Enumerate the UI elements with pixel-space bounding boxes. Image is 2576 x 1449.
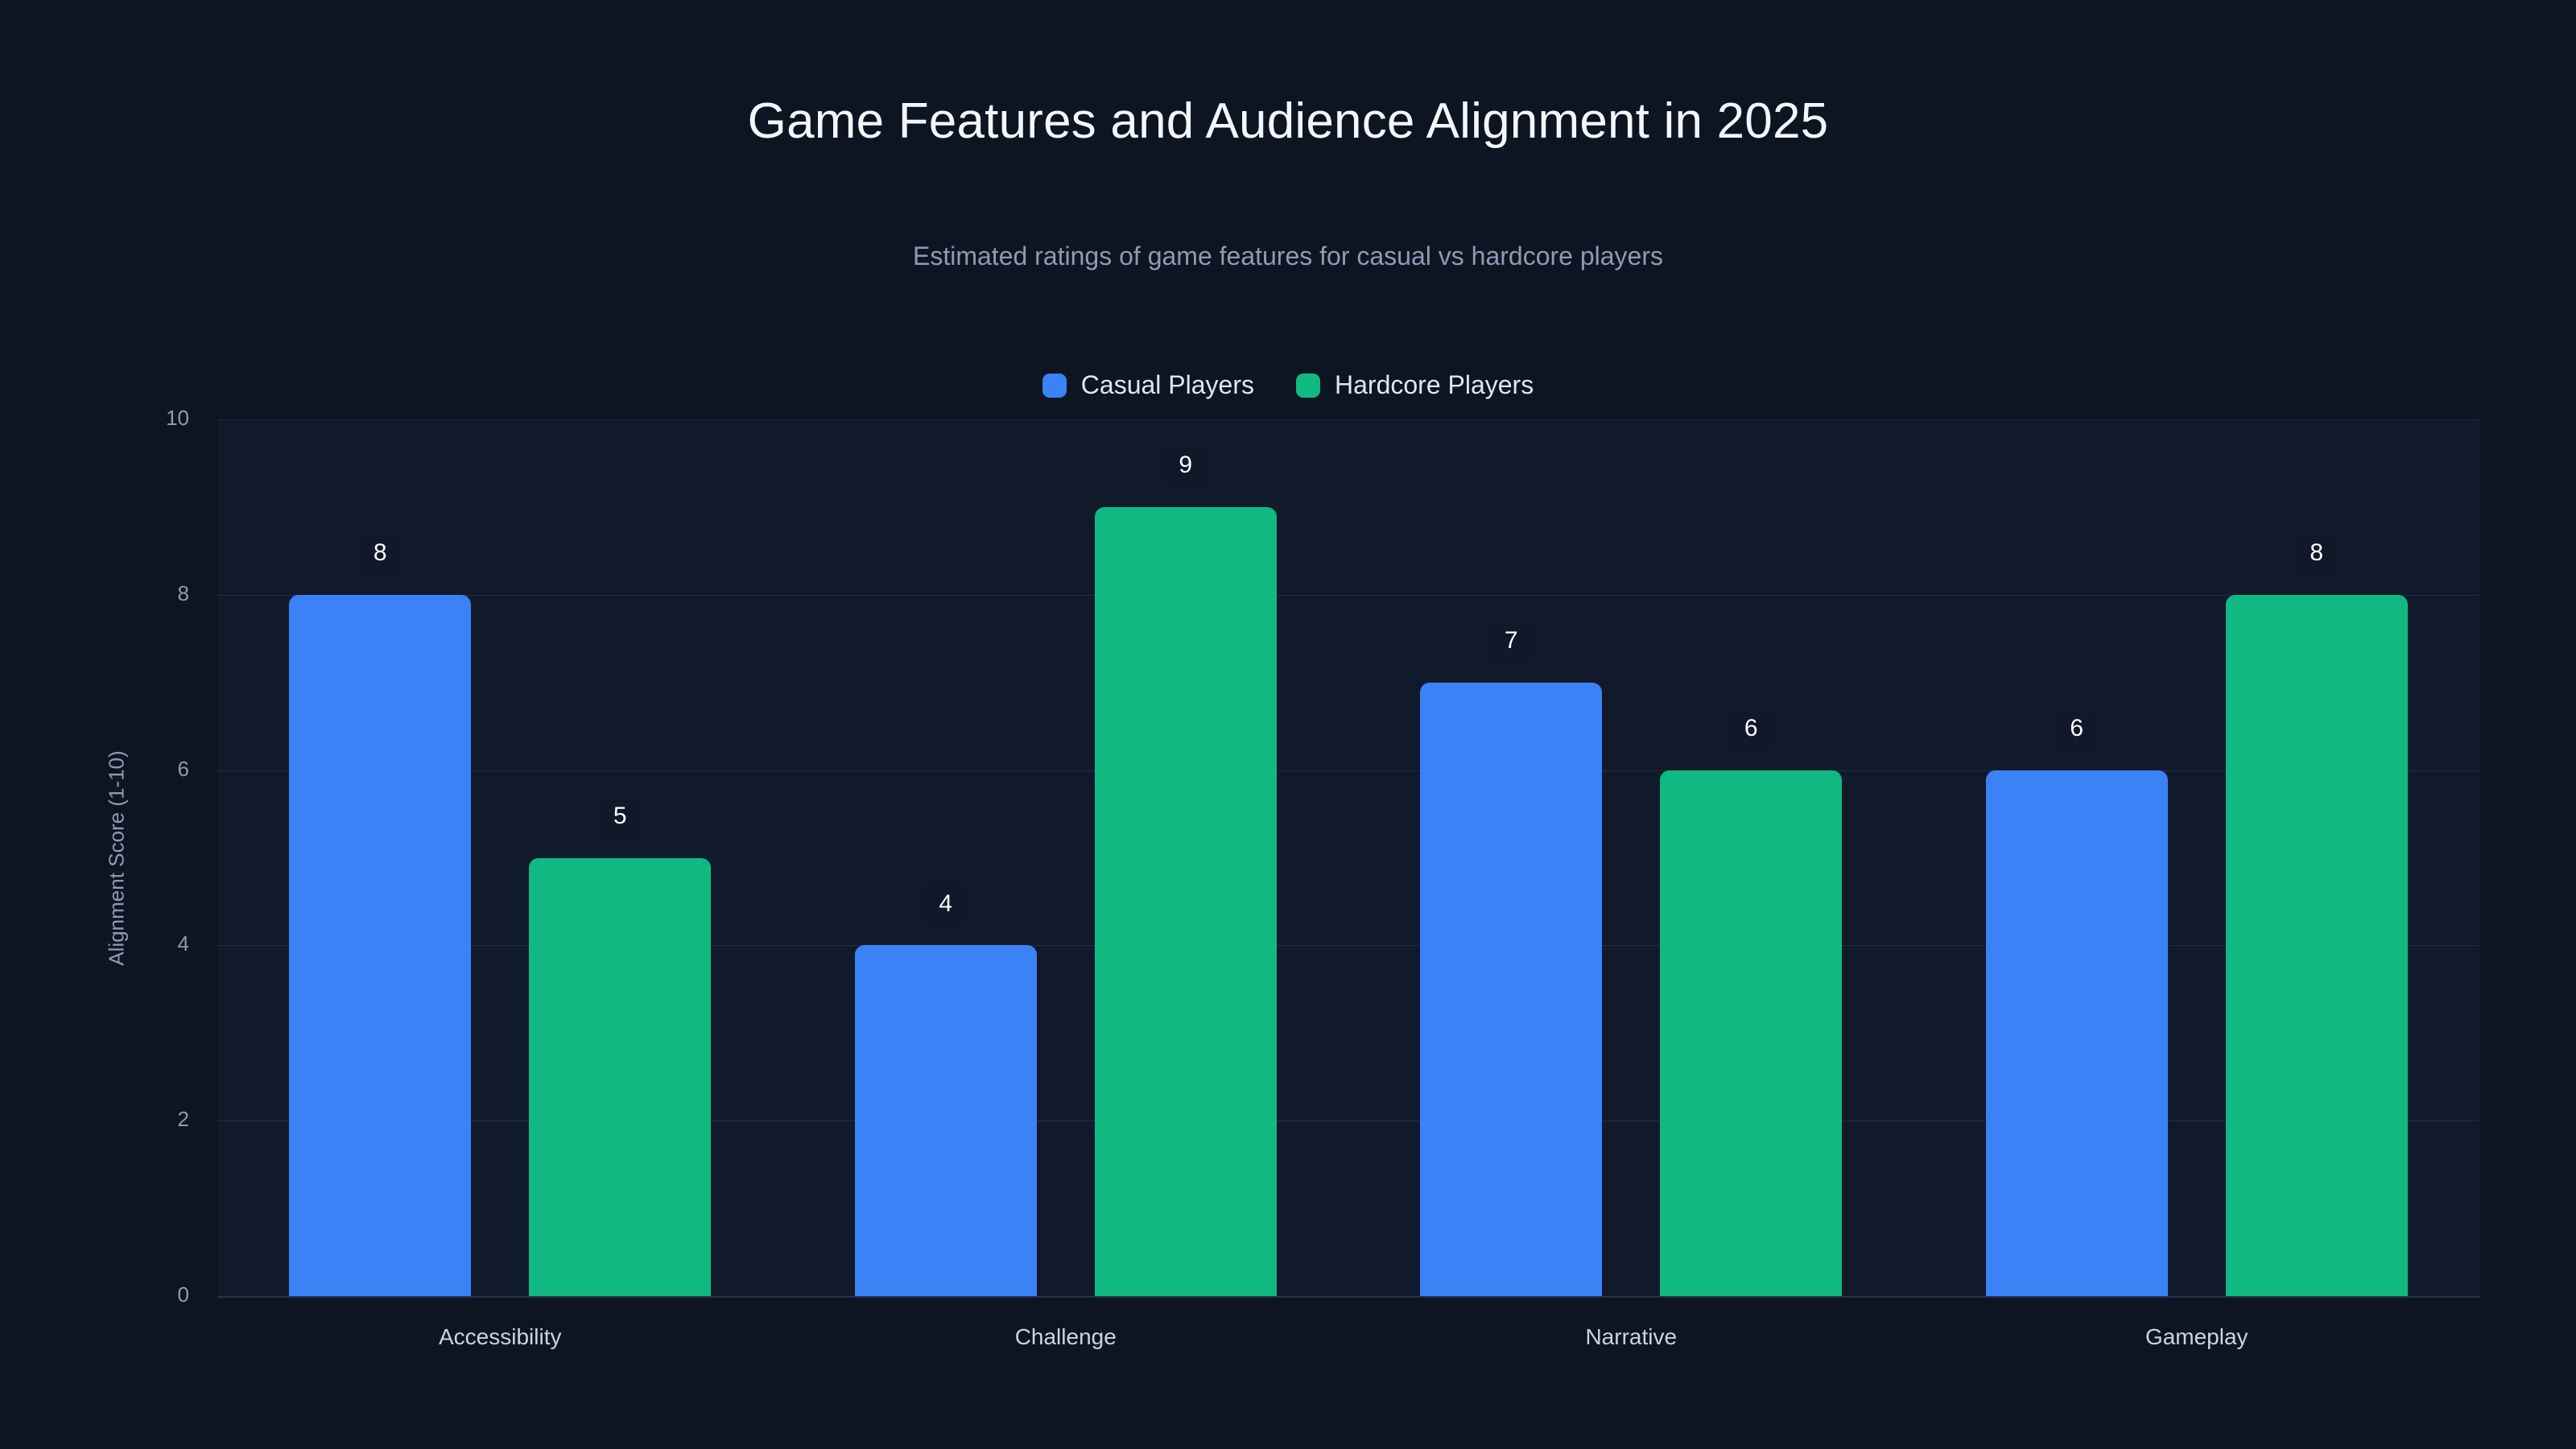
legend-item-casual-players[interactable]: Casual Players	[1042, 370, 1254, 400]
y-tick-label-6: 6	[177, 756, 189, 781]
gridline-y-8	[217, 594, 2479, 596]
value-label-accessibility-hardcore: 5	[595, 793, 646, 840]
gridline-y-4	[217, 945, 2479, 947]
legend-swatch-icon	[1042, 373, 1067, 398]
x-tick-label-narrative: Narrative	[1585, 1324, 1678, 1349]
chart-subtitle: Estimated ratings of game features for c…	[913, 242, 1663, 270]
x-tick-label-gameplay: Gameplay	[2145, 1324, 2248, 1349]
value-label-gameplay-hardcore: 8	[2291, 530, 2342, 576]
bar-narrative-hardcore[interactable]	[1660, 770, 1843, 1296]
y-tick-label-10: 10	[166, 406, 189, 430]
legend-item-hardcore-players[interactable]: Hardcore Players	[1296, 370, 1534, 400]
gridline-y-6	[217, 770, 2479, 771]
value-label-challenge-hardcore: 9	[1160, 442, 1211, 489]
y-tick-label-8: 8	[177, 580, 189, 605]
bar-gameplay-casual[interactable]	[1985, 770, 2168, 1296]
bar-accessibility-hardcore[interactable]	[529, 857, 712, 1296]
x-axis-baseline	[217, 1296, 2479, 1298]
bar-challenge-casual[interactable]	[854, 945, 1037, 1296]
y-axis-title: Alignment Score (1-10)	[104, 749, 129, 966]
x-tick-label-challenge: Challenge	[1014, 1324, 1117, 1349]
chart-title: Game Features and Audience Alignment in …	[747, 93, 1829, 149]
chart-legend: Casual Players Hardcore Players	[0, 370, 2576, 400]
bar-challenge-hardcore[interactable]	[1094, 506, 1277, 1296]
legend-label: Casual Players	[1080, 370, 1254, 399]
legend-swatch-icon	[1296, 373, 1320, 398]
bar-accessibility-casual[interactable]	[289, 594, 472, 1296]
y-tick-label-2: 2	[177, 1107, 189, 1132]
value-label-narrative-casual: 7	[1486, 617, 1537, 664]
y-tick-label-0: 0	[177, 1282, 189, 1307]
bar-gameplay-hardcore[interactable]	[2225, 594, 2408, 1296]
legend-label: Hardcore Players	[1335, 370, 1534, 399]
gridline-y-10	[217, 419, 2479, 420]
value-label-gameplay-casual: 6	[2051, 705, 2102, 752]
x-tick-label-accessibility: Accessibility	[439, 1324, 562, 1349]
value-label-challenge-casual: 4	[920, 881, 971, 927]
value-label-narrative-hardcore: 6	[1726, 705, 1777, 752]
y-tick-label-4: 4	[177, 931, 189, 956]
value-label-accessibility-casual: 8	[355, 530, 406, 576]
bar-narrative-casual[interactable]	[1420, 682, 1603, 1296]
